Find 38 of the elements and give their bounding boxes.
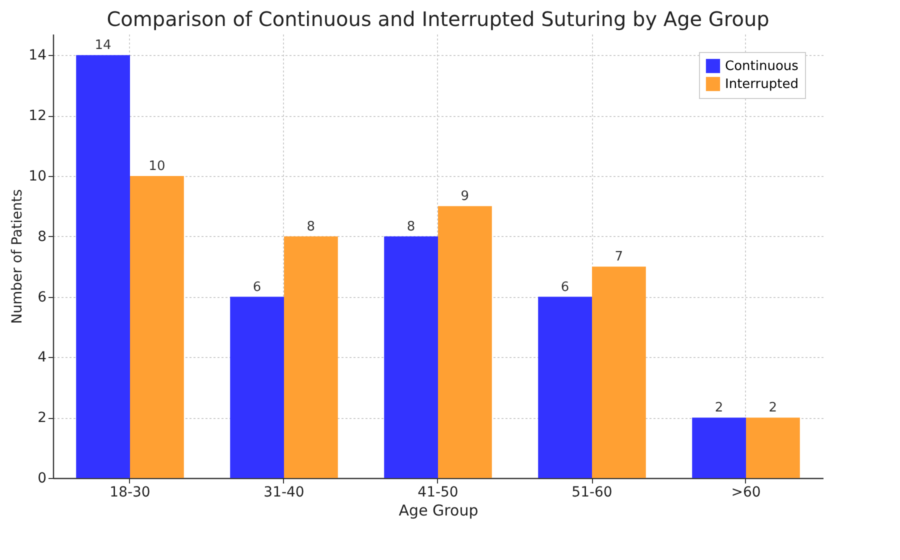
x-tick-label: >60 [731, 484, 761, 500]
y-tick-label: 12 [28, 108, 46, 124]
data-label: 8 [306, 219, 316, 234]
data-label: 2 [768, 400, 778, 416]
data-label: 8 [406, 219, 416, 234]
bar [692, 418, 746, 478]
data-label: 2 [714, 400, 724, 416]
data-label: 9 [460, 189, 470, 204]
bar [230, 296, 284, 478]
data-label: 10 [148, 158, 166, 174]
data-label: 7 [614, 250, 624, 265]
x-tick-label: 31-40 [264, 484, 304, 500]
data-label: 6 [252, 280, 262, 295]
y-tick-label: 14 [28, 48, 47, 64]
y-tick-label: 8 [38, 228, 46, 245]
bar [76, 55, 130, 478]
y-tick-label: 2 [38, 410, 46, 426]
y-tick-label: 4 [38, 350, 47, 366]
y-tick-label: 10 [28, 168, 46, 184]
data-label: 6 [560, 280, 570, 295]
bar [130, 176, 184, 478]
bar [592, 266, 646, 478]
x-tick-label: 41-50 [418, 484, 458, 500]
x-tick-label: 51-60 [572, 484, 612, 500]
bar [746, 418, 800, 478]
bar [538, 296, 592, 478]
bar [438, 206, 492, 478]
x-tick-label: 18-30 [110, 484, 150, 500]
bar [284, 236, 338, 478]
y-axis-title: Number of Patients [10, 189, 26, 324]
legend-label: Interrupted [725, 77, 798, 92]
y-tick-label: 6 [38, 289, 47, 306]
x-axis-title: Age Group [398, 502, 478, 520]
legend-label: Continuous [725, 59, 799, 74]
data-label: 14 [94, 38, 112, 54]
y-tick-label: 0 [38, 470, 46, 486]
bar [384, 236, 438, 478]
chart-title: Comparison of Continuous and Interrupted Suturing by Age Group [106, 7, 770, 31]
